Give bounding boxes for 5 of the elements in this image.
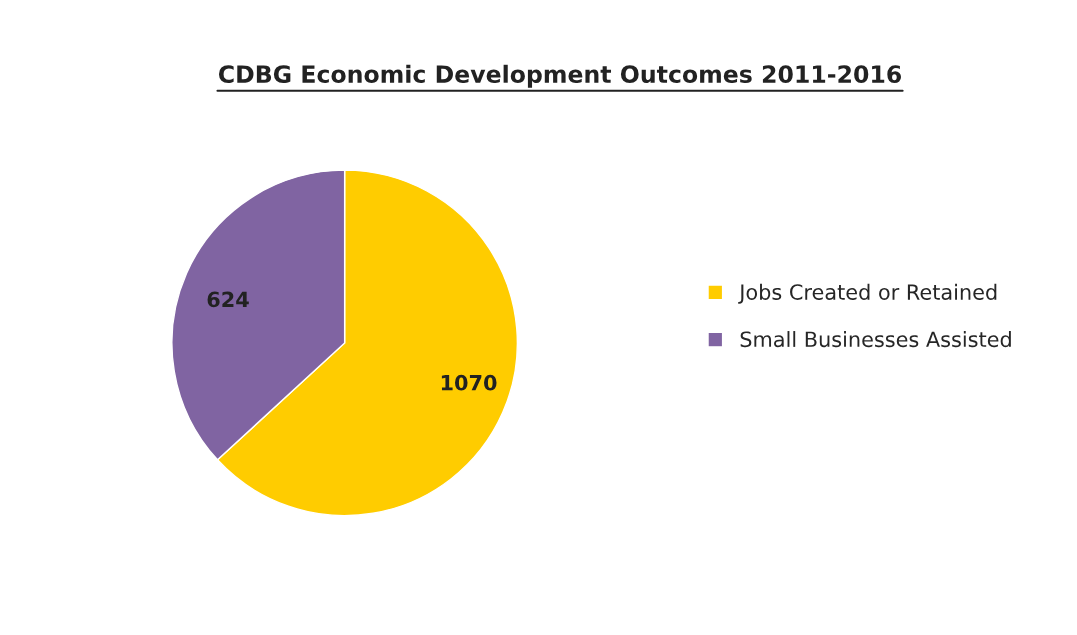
- chart-title: CDBG Economic Development Outcomes 2011-2016: [218, 64, 902, 88]
- data-label: 624: [207, 291, 249, 308]
- legend-label: Jobs Created or Retained: [738, 283, 997, 304]
- legend-label: Small Businesses Assisted: [740, 331, 1011, 348]
- data-label: 1070: [441, 374, 497, 391]
